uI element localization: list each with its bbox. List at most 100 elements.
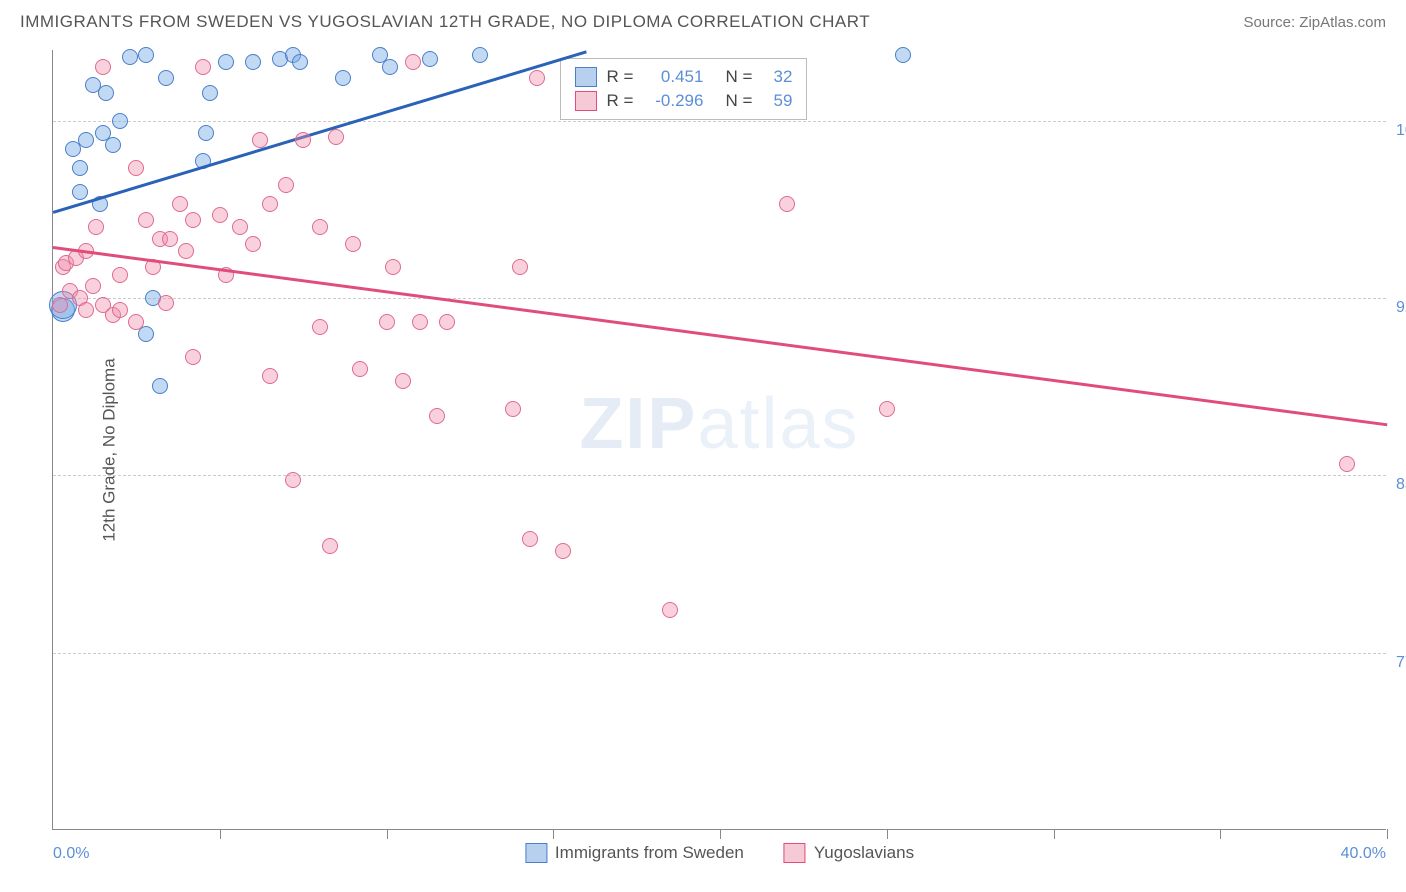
data-point-series-1: [529, 70, 545, 86]
data-point-series-0: [335, 70, 351, 86]
data-point-series-0: [122, 49, 138, 65]
data-point-series-1: [185, 349, 201, 365]
n-label: N =: [725, 67, 752, 87]
x-tick: [720, 829, 721, 839]
data-point-series-1: [162, 231, 178, 247]
n-value: 32: [762, 67, 792, 87]
x-axis-max-label: 40.0%: [1341, 845, 1386, 863]
data-point-series-1: [252, 132, 268, 148]
data-point-series-1: [429, 408, 445, 424]
data-point-series-0: [198, 125, 214, 141]
legend-stats-box: R =0.451N =32R =-0.296N =59: [560, 58, 808, 120]
data-point-series-1: [245, 236, 261, 252]
x-tick: [1220, 829, 1221, 839]
data-point-series-1: [112, 267, 128, 283]
data-point-series-1: [385, 259, 401, 275]
data-point-series-1: [328, 129, 344, 145]
data-point-series-0: [292, 54, 308, 70]
chart-source: Source: ZipAtlas.com: [1243, 14, 1386, 31]
watermark: ZIPatlas: [579, 383, 859, 465]
data-point-series-1: [555, 543, 571, 559]
r-label: R =: [607, 91, 634, 111]
x-tick: [220, 829, 221, 839]
data-point-series-0: [472, 47, 488, 63]
data-point-series-1: [295, 132, 311, 148]
watermark-zip: ZIP: [579, 384, 697, 464]
data-point-series-1: [178, 243, 194, 259]
plot-area: ZIPatlas 0.0% 40.0% R =0.451N =32R =-0.2…: [52, 50, 1386, 830]
grid-line: [53, 653, 1386, 654]
y-tick-label: 85.0%: [1396, 476, 1406, 494]
grid-line: [53, 298, 1386, 299]
legend-label-series-1: Yugoslavians: [814, 843, 914, 863]
data-point-series-0: [72, 160, 88, 176]
data-point-series-0: [72, 184, 88, 200]
data-point-series-0: [382, 59, 398, 75]
data-point-series-1: [195, 59, 211, 75]
legend-stats-swatch: [575, 67, 597, 87]
data-point-series-1: [185, 212, 201, 228]
x-tick: [887, 829, 888, 839]
data-point-series-1: [112, 302, 128, 318]
x-tick: [1387, 829, 1388, 839]
data-point-series-1: [779, 196, 795, 212]
data-point-series-1: [128, 314, 144, 330]
x-axis-min-label: 0.0%: [53, 845, 89, 863]
data-point-series-1: [128, 160, 144, 176]
data-point-series-1: [412, 314, 428, 330]
data-point-series-1: [138, 212, 154, 228]
data-point-series-1: [85, 278, 101, 294]
data-point-series-1: [88, 219, 104, 235]
legend-swatch-series-1: [784, 843, 806, 863]
grid-line: [53, 121, 1386, 122]
data-point-series-1: [512, 259, 528, 275]
data-point-series-1: [285, 472, 301, 488]
data-point-series-1: [158, 295, 174, 311]
data-point-series-1: [322, 538, 338, 554]
legend-item-series-1: Yugoslavians: [784, 843, 914, 863]
r-label: R =: [607, 67, 634, 87]
data-point-series-1: [1339, 456, 1355, 472]
data-point-series-1: [405, 54, 421, 70]
trend-line-series-1: [53, 246, 1387, 426]
y-tick-label: 92.5%: [1396, 299, 1406, 317]
data-point-series-1: [379, 314, 395, 330]
y-tick-label: 77.5%: [1396, 654, 1406, 672]
data-point-series-1: [232, 219, 248, 235]
data-point-series-1: [212, 207, 228, 223]
n-label: N =: [725, 91, 752, 111]
legend-item-series-0: Immigrants from Sweden: [525, 843, 744, 863]
legend-stats-swatch: [575, 91, 597, 111]
x-tick: [1054, 829, 1055, 839]
data-point-series-0: [105, 137, 121, 153]
data-point-series-1: [312, 219, 328, 235]
data-point-series-1: [262, 368, 278, 384]
trend-line-series-0: [53, 50, 587, 213]
data-point-series-1: [312, 319, 328, 335]
data-point-series-1: [262, 196, 278, 212]
legend-swatch-series-0: [525, 843, 547, 863]
watermark-atlas: atlas: [697, 384, 859, 464]
data-point-series-1: [95, 59, 111, 75]
bottom-legend: Immigrants from Sweden Yugoslavians: [525, 843, 914, 863]
legend-stats-row-0: R = 0.451 N = 32: [575, 65, 793, 89]
y-tick-label: 100.0%: [1396, 122, 1406, 140]
r-value: 0.451: [643, 67, 703, 87]
data-point-series-1: [395, 373, 411, 389]
chart-container: 12th Grade, No Diploma ZIPatlas 0.0% 40.…: [52, 50, 1386, 850]
data-point-series-1: [439, 314, 455, 330]
data-point-series-0: [895, 47, 911, 63]
data-point-series-1: [172, 196, 188, 212]
data-point-series-0: [245, 54, 261, 70]
x-tick: [553, 829, 554, 839]
data-point-series-1: [352, 361, 368, 377]
data-point-series-0: [98, 85, 114, 101]
data-point-series-1: [879, 401, 895, 417]
chart-title: IMMIGRANTS FROM SWEDEN VS YUGOSLAVIAN 12…: [20, 12, 870, 32]
r-value: -0.296: [643, 91, 703, 111]
data-point-series-0: [218, 54, 234, 70]
grid-line: [53, 475, 1386, 476]
data-point-series-1: [505, 401, 521, 417]
data-point-series-1: [78, 302, 94, 318]
data-point-series-0: [202, 85, 218, 101]
